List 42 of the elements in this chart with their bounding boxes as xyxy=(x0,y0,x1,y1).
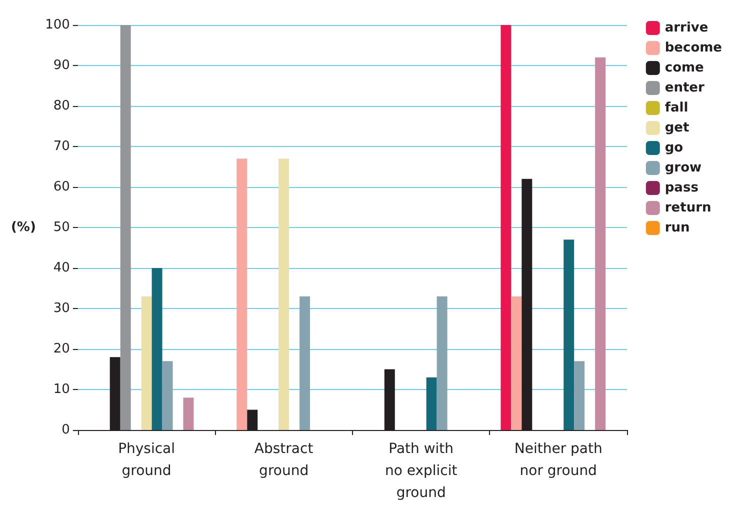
legend-label: run xyxy=(664,220,690,236)
legend-label: become xyxy=(664,40,722,56)
legend-label: grow xyxy=(664,160,702,176)
bar xyxy=(162,361,173,430)
bar xyxy=(595,57,606,430)
x-tick-label: Physical ground xyxy=(118,441,176,479)
legend-label: enter xyxy=(664,80,705,96)
bar xyxy=(511,296,522,430)
x-tick-label: Neither path nor ground xyxy=(514,441,602,479)
bar xyxy=(120,25,131,430)
bar xyxy=(426,377,437,430)
legend-label: arrive xyxy=(664,20,708,36)
bar xyxy=(500,25,512,430)
y-tick-label: 90 xyxy=(53,58,70,73)
y-tick-label: 100 xyxy=(45,18,70,32)
y-tick-label: 70 xyxy=(53,139,70,154)
y-tick-label: 50 xyxy=(53,220,70,235)
bar xyxy=(564,240,574,430)
bar xyxy=(152,268,162,430)
bar xyxy=(436,296,448,430)
legend-label: fall xyxy=(664,100,688,116)
y-tick-label: 10 xyxy=(53,382,70,397)
y-tick-label: 0 xyxy=(62,422,70,438)
bar xyxy=(278,158,290,430)
legend-label: get xyxy=(664,120,690,136)
bar xyxy=(141,296,152,430)
bar xyxy=(574,361,585,430)
y-tick-label: 30 xyxy=(53,301,70,316)
x-tick-label: Path with no explicit ground xyxy=(384,441,458,501)
legend-label: go xyxy=(664,140,684,156)
y-axis-title: (%) xyxy=(10,220,36,235)
legend-label: come xyxy=(664,60,704,76)
legend-label: return xyxy=(664,200,712,216)
y-tick-label: 60 xyxy=(53,180,70,194)
legend-label: pass xyxy=(664,180,699,196)
bar xyxy=(300,296,310,430)
y-tick-label: 20 xyxy=(53,342,70,356)
bar xyxy=(236,158,248,430)
y-tick-label: 40 xyxy=(53,260,70,276)
bar xyxy=(183,398,194,430)
x-tick-label: Abstract ground xyxy=(254,441,314,479)
y-tick-label: 80 xyxy=(53,98,70,114)
